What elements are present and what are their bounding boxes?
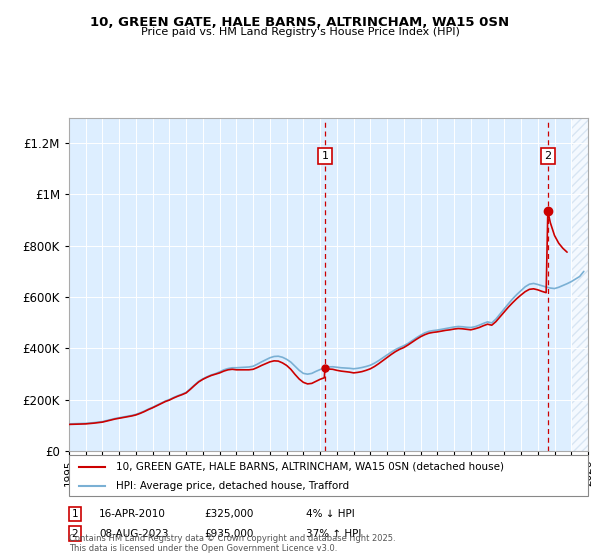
FancyBboxPatch shape (69, 455, 588, 496)
Text: Price paid vs. HM Land Registry's House Price Index (HPI): Price paid vs. HM Land Registry's House … (140, 27, 460, 37)
Text: 10, GREEN GATE, HALE BARNS, ALTRINCHAM, WA15 0SN: 10, GREEN GATE, HALE BARNS, ALTRINCHAM, … (91, 16, 509, 29)
Text: 4% ↓ HPI: 4% ↓ HPI (306, 509, 355, 519)
Text: 37% ↑ HPI: 37% ↑ HPI (306, 529, 361, 539)
Text: 08-AUG-2023: 08-AUG-2023 (99, 529, 169, 539)
Bar (571, 118, 588, 451)
Text: HPI: Average price, detached house, Trafford: HPI: Average price, detached house, Traf… (116, 480, 349, 491)
Text: £935,000: £935,000 (204, 529, 253, 539)
Text: £325,000: £325,000 (204, 509, 253, 519)
Text: 1: 1 (322, 151, 328, 161)
Text: 2: 2 (544, 151, 551, 161)
Text: 2: 2 (71, 529, 79, 539)
Text: Contains HM Land Registry data © Crown copyright and database right 2025.
This d: Contains HM Land Registry data © Crown c… (69, 534, 395, 553)
Text: 16-APR-2010: 16-APR-2010 (99, 509, 166, 519)
Text: 10, GREEN GATE, HALE BARNS, ALTRINCHAM, WA15 0SN (detached house): 10, GREEN GATE, HALE BARNS, ALTRINCHAM, … (116, 461, 504, 472)
Text: 1: 1 (71, 509, 79, 519)
